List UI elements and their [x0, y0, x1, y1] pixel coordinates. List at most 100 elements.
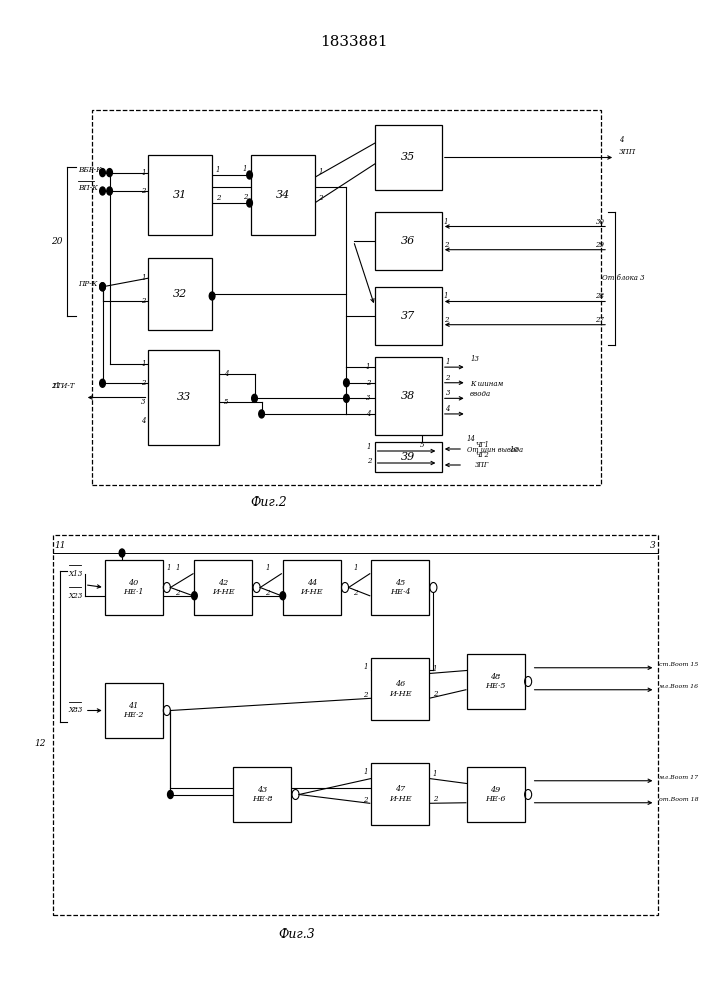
- Text: 4: 4: [366, 410, 370, 418]
- Bar: [371, 560, 429, 615]
- Bar: [375, 357, 442, 435]
- Text: 2: 2: [433, 690, 437, 698]
- Bar: [375, 125, 442, 190]
- Text: 2: 2: [141, 297, 146, 305]
- Text: ЗПП: ЗПП: [619, 147, 636, 155]
- Text: 2: 2: [367, 457, 371, 465]
- Bar: [194, 560, 252, 615]
- Text: 3: 3: [445, 389, 450, 397]
- Text: 5: 5: [419, 441, 424, 449]
- Text: Х13: Х13: [69, 570, 83, 578]
- Bar: [233, 767, 291, 822]
- Text: Фиг.3: Фиг.3: [279, 928, 315, 942]
- Text: 4: 4: [224, 370, 228, 378]
- Bar: [371, 658, 429, 720]
- Text: 29: 29: [595, 241, 604, 249]
- Circle shape: [107, 169, 112, 177]
- Text: 1: 1: [366, 363, 370, 371]
- Text: 38: 38: [401, 391, 416, 401]
- Bar: [283, 560, 341, 615]
- Circle shape: [247, 171, 252, 179]
- Text: 48
НЕ·5: 48 НЕ·5: [486, 673, 506, 690]
- Text: 1: 1: [243, 165, 247, 173]
- Text: От шин вывода: От шин вывода: [467, 446, 522, 454]
- Text: 44
И-НЕ: 44 И-НЕ: [300, 579, 323, 596]
- Text: ввода: ввода: [470, 390, 491, 398]
- Text: 1: 1: [354, 564, 358, 572]
- Circle shape: [344, 394, 349, 402]
- Text: 47
И-НЕ: 47 И-НЕ: [389, 785, 411, 803]
- Text: 1: 1: [363, 663, 368, 671]
- Bar: [105, 560, 163, 615]
- Text: 5: 5: [224, 398, 228, 406]
- Circle shape: [280, 592, 286, 600]
- Text: 30: 30: [595, 218, 604, 226]
- Text: 2: 2: [366, 379, 370, 387]
- Circle shape: [100, 283, 105, 291]
- Bar: [148, 258, 212, 330]
- Text: Х83: Х83: [69, 706, 83, 714]
- Text: ВП-К: ВП-К: [78, 184, 98, 192]
- Text: 14: 14: [467, 435, 476, 443]
- Text: 11: 11: [54, 540, 66, 550]
- Text: 2: 2: [175, 589, 180, 597]
- Text: 35: 35: [401, 152, 416, 162]
- Text: 1: 1: [445, 358, 450, 366]
- Text: 2: 2: [363, 796, 368, 804]
- Text: 41
НЕ·2: 41 НЕ·2: [124, 702, 144, 719]
- Text: 49
НЕ·6: 49 НЕ·6: [486, 786, 506, 803]
- Text: 1: 1: [444, 218, 448, 226]
- Text: 1: 1: [433, 665, 437, 673]
- Circle shape: [119, 549, 125, 557]
- Circle shape: [259, 410, 264, 418]
- Text: 39: 39: [401, 452, 416, 462]
- Text: 3: 3: [366, 394, 370, 402]
- Bar: [375, 212, 442, 270]
- Text: мл.Воот 17: мл.Воот 17: [659, 775, 698, 780]
- Bar: [92, 110, 601, 485]
- Text: 32: 32: [173, 289, 187, 299]
- Text: 37: 37: [401, 311, 416, 321]
- Text: 1: 1: [141, 360, 146, 368]
- Text: 10: 10: [509, 446, 518, 454]
- Text: 4: 4: [445, 405, 450, 413]
- Text: 42
И-НЕ: 42 И-НЕ: [212, 579, 235, 596]
- Bar: [105, 683, 163, 738]
- Circle shape: [209, 292, 215, 300]
- Text: ст.Воот 15: ст.Воот 15: [659, 662, 699, 667]
- Text: 2: 2: [265, 589, 269, 597]
- Text: 27: 27: [595, 316, 604, 324]
- Circle shape: [247, 199, 252, 207]
- Text: 2: 2: [141, 187, 146, 195]
- Text: 46
И-НЕ: 46 И-НЕ: [389, 680, 411, 698]
- Text: Фиг.2: Фиг.2: [250, 495, 287, 508]
- Text: ПР-К: ПР-К: [78, 280, 97, 288]
- Text: от.Воот 18: от.Воот 18: [659, 797, 699, 802]
- Text: 34: 34: [276, 190, 290, 200]
- Text: ЧГ1: ЧГ1: [475, 441, 489, 449]
- Text: 1: 1: [216, 166, 220, 174]
- Text: Х23: Х23: [69, 592, 83, 600]
- Circle shape: [192, 592, 197, 600]
- Text: 28: 28: [595, 292, 604, 300]
- Bar: [375, 287, 442, 345]
- Circle shape: [100, 169, 105, 177]
- Text: 1: 1: [265, 564, 269, 572]
- Text: 45
НЕ·4: 45 НЕ·4: [390, 579, 410, 596]
- Circle shape: [107, 187, 112, 195]
- Circle shape: [100, 379, 105, 387]
- Bar: [251, 155, 315, 235]
- Circle shape: [252, 394, 257, 402]
- Bar: [148, 350, 219, 445]
- Text: 1: 1: [433, 770, 437, 778]
- Text: 2: 2: [363, 691, 368, 699]
- Bar: [467, 767, 525, 822]
- Circle shape: [100, 187, 105, 195]
- Text: 20: 20: [51, 237, 62, 246]
- Bar: [375, 442, 442, 472]
- Text: 4: 4: [141, 417, 146, 425]
- Text: 1: 1: [444, 292, 448, 300]
- Text: 2: 2: [445, 374, 450, 382]
- Text: 1833881: 1833881: [320, 35, 387, 49]
- Text: 2: 2: [216, 194, 220, 202]
